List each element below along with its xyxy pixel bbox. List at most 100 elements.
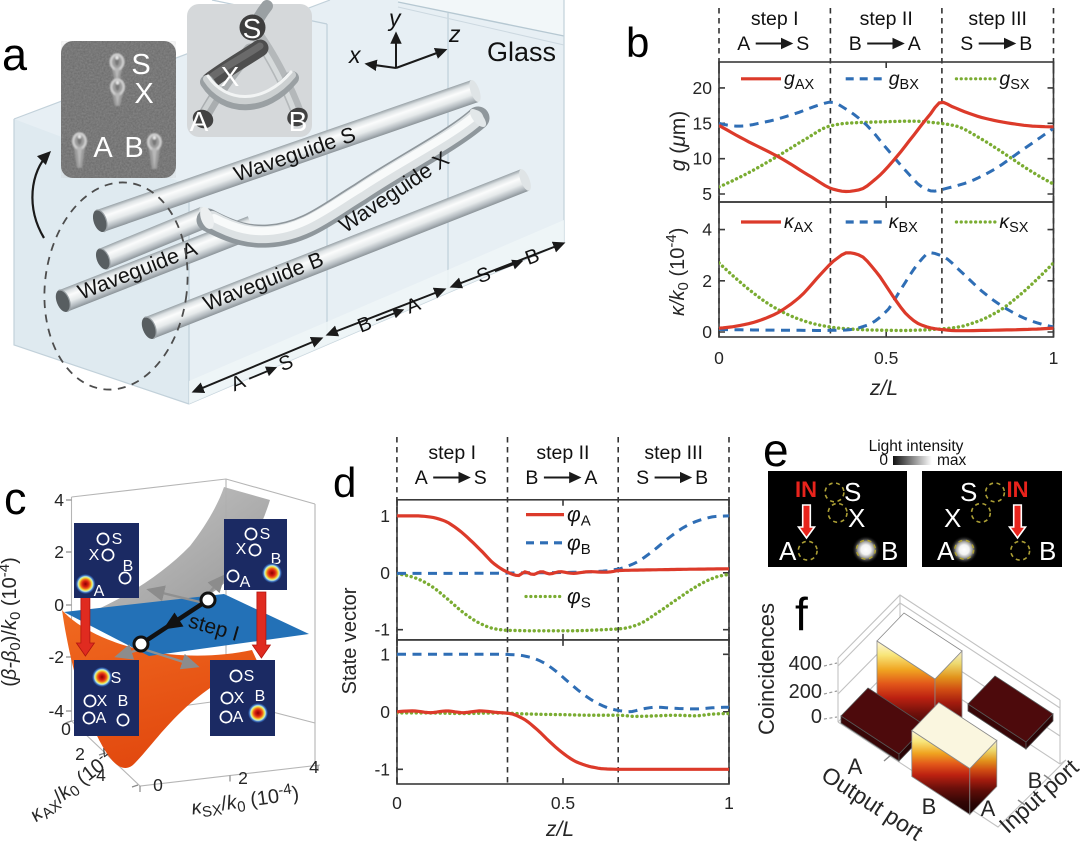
svg-text:z/L: z/L xyxy=(545,818,574,841)
svg-text:A: A xyxy=(848,754,863,779)
svg-text:x: x xyxy=(348,42,362,68)
svg-text:A: A xyxy=(96,710,107,727)
svg-text:A: A xyxy=(190,106,209,137)
svg-text:A: A xyxy=(584,467,597,489)
svg-text:B: B xyxy=(289,106,308,137)
svg-text:0: 0 xyxy=(153,775,163,795)
svg-text:0: 0 xyxy=(879,452,888,469)
svg-text:φS: φS xyxy=(567,586,591,612)
svg-text:2: 2 xyxy=(75,744,85,764)
svg-text:κBX: κBX xyxy=(889,211,918,236)
svg-text:S: S xyxy=(844,477,861,507)
svg-text:B: B xyxy=(525,467,538,489)
svg-text:z/L: z/L xyxy=(869,377,898,400)
svg-text:X: X xyxy=(848,503,865,533)
svg-text:4: 4 xyxy=(702,220,712,240)
svg-text:Light intensity: Light intensity xyxy=(869,438,964,455)
svg-text:0: 0 xyxy=(392,793,402,813)
svg-text:B: B xyxy=(118,693,129,710)
svg-text:Coincidences: Coincidences xyxy=(754,603,779,735)
svg-text:State vector: State vector xyxy=(339,587,361,694)
svg-text:B: B xyxy=(1019,33,1032,55)
svg-text:B: B xyxy=(255,688,266,705)
svg-text:15: 15 xyxy=(693,113,712,133)
svg-text:B: B xyxy=(1039,536,1056,566)
svg-text:gSX: gSX xyxy=(999,68,1030,93)
svg-text:d: d xyxy=(333,459,356,506)
svg-text:step III: step III xyxy=(968,8,1027,30)
svg-text:step III: step III xyxy=(644,442,703,464)
svg-text:S: S xyxy=(243,13,262,44)
svg-text:B: B xyxy=(271,551,282,568)
svg-text:B: B xyxy=(695,467,708,489)
svg-text:A: A xyxy=(908,33,921,55)
svg-text:0: 0 xyxy=(380,563,390,583)
svg-text:X: X xyxy=(89,547,100,564)
svg-text:b: b xyxy=(626,19,649,66)
svg-text:0: 0 xyxy=(811,706,822,728)
svg-text:B: B xyxy=(881,536,898,566)
svg-text:gBX: gBX xyxy=(889,68,920,93)
svg-text:4: 4 xyxy=(96,765,106,785)
svg-text:A: A xyxy=(779,536,797,566)
svg-text:5: 5 xyxy=(702,184,712,204)
svg-text:S: S xyxy=(960,477,977,507)
svg-text:X: X xyxy=(236,541,247,558)
svg-text:10: 10 xyxy=(693,149,713,169)
svg-text:X: X xyxy=(134,78,153,110)
svg-text:0: 0 xyxy=(702,322,712,342)
svg-text:A: A xyxy=(233,709,244,726)
svg-text:200: 200 xyxy=(789,681,822,703)
svg-text:Glass: Glass xyxy=(487,37,556,67)
svg-text:a: a xyxy=(2,29,28,80)
svg-text:S: S xyxy=(244,668,255,685)
svg-text:g (μm): g (μm) xyxy=(667,111,690,172)
svg-text:f: f xyxy=(795,588,808,640)
svg-text:A: A xyxy=(415,467,428,489)
svg-text:4: 4 xyxy=(54,490,64,510)
svg-text:step I: step I xyxy=(751,8,799,30)
svg-text:0: 0 xyxy=(380,702,390,722)
svg-text:0: 0 xyxy=(714,348,724,368)
svg-text:A: A xyxy=(94,583,105,600)
svg-text:B: B xyxy=(124,132,143,164)
svg-text:y: y xyxy=(387,5,402,31)
svg-text:Input port: Input port xyxy=(994,753,1080,838)
svg-text:4: 4 xyxy=(309,757,319,777)
svg-text:A: A xyxy=(937,536,955,566)
svg-text:S: S xyxy=(474,467,487,489)
svg-text:A: A xyxy=(93,132,113,164)
svg-text:S: S xyxy=(111,670,122,687)
svg-text:X: X xyxy=(944,503,961,533)
svg-text:IN: IN xyxy=(795,477,817,502)
svg-text:2: 2 xyxy=(54,542,64,562)
svg-text:S: S xyxy=(260,526,271,543)
svg-text:step II: step II xyxy=(536,442,589,464)
svg-text:1: 1 xyxy=(380,644,390,664)
svg-text:X: X xyxy=(234,690,245,707)
svg-text:0: 0 xyxy=(54,595,64,615)
svg-text:A: A xyxy=(981,796,996,821)
svg-text:-4: -4 xyxy=(48,701,64,721)
svg-text:-2: -2 xyxy=(48,647,64,667)
svg-text:e: e xyxy=(763,424,789,476)
svg-text:X: X xyxy=(221,61,240,92)
svg-text:0.5: 0.5 xyxy=(551,793,575,813)
svg-text:1: 1 xyxy=(380,506,390,526)
svg-text:B: B xyxy=(123,558,134,575)
svg-text:S: S xyxy=(636,467,649,489)
svg-text:2: 2 xyxy=(702,271,712,291)
svg-text:φB: φB xyxy=(567,532,591,558)
svg-text:0.5: 0.5 xyxy=(874,348,898,368)
svg-text:φA: φA xyxy=(567,504,591,530)
svg-text:IN: IN xyxy=(1007,477,1029,502)
svg-text:max: max xyxy=(937,452,967,469)
svg-text:B: B xyxy=(922,794,937,819)
svg-text:κSX: κSX xyxy=(999,211,1028,236)
svg-text:κAX/k0 (10-4): κAX/k0 (10-4) xyxy=(24,740,127,829)
svg-text:1: 1 xyxy=(1049,348,1059,368)
svg-text:A: A xyxy=(240,574,251,591)
svg-text:1: 1 xyxy=(724,793,734,813)
svg-text:S: S xyxy=(796,33,809,55)
svg-text:step I: step I xyxy=(428,442,476,464)
